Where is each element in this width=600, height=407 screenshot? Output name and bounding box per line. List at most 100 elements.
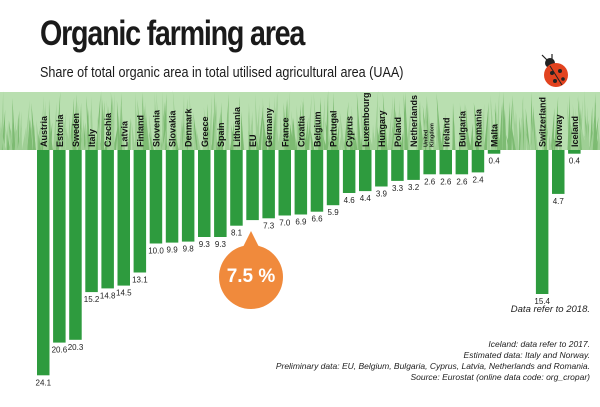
- grass-blade: [360, 105, 366, 150]
- grass-blade: [440, 113, 446, 150]
- grass-blade: [97, 116, 102, 150]
- category-label-estonia: Estonia: [55, 113, 65, 147]
- grass-blade: [258, 105, 264, 150]
- note-data-year: Data refer to 2018.: [510, 304, 590, 315]
- bar-spain: [214, 150, 227, 237]
- category-label-switzerland: Switzerland: [538, 97, 548, 147]
- grass-blade: [512, 98, 518, 150]
- grass-blade: [286, 100, 289, 150]
- grass-blade: [296, 105, 300, 150]
- grass-blade: [143, 106, 147, 150]
- grass-blade: [196, 127, 201, 150]
- bar-switzerland: [535, 150, 549, 294]
- grass-blade: [217, 111, 221, 150]
- grass-blade: [330, 130, 334, 150]
- grass-blade: [52, 132, 58, 150]
- value-label-cyprus: 4.6: [344, 196, 356, 205]
- grass-blade: [371, 124, 375, 150]
- bar-czechia: [101, 150, 114, 289]
- grass-blade: [179, 112, 183, 150]
- grass-blade: [585, 106, 589, 150]
- grass-blade: [363, 93, 368, 150]
- grass-blade: [80, 128, 86, 150]
- grass-blade: [14, 113, 19, 150]
- grass-blade: [483, 102, 489, 150]
- value-label-netherlands: 3.2: [408, 183, 420, 192]
- grass-blade: [36, 119, 40, 150]
- grass-blade: [29, 119, 33, 150]
- category-label-eu: EU: [248, 134, 258, 147]
- grass-blade: [425, 115, 430, 150]
- grass-blade: [377, 125, 382, 150]
- category-label-united-kingdom-1: Kingdom: [430, 123, 436, 147]
- grass-blade: [213, 100, 217, 150]
- bar-luxembourg: [359, 150, 372, 192]
- note-estimated: Estimated data: Italy and Norway.: [463, 350, 590, 360]
- grass-blade: [391, 109, 396, 150]
- category-label-slovakia: Slovakia: [168, 109, 178, 147]
- grass-blade: [110, 106, 114, 150]
- grass-blade: [208, 95, 212, 150]
- grass-blade: [240, 111, 244, 150]
- grass-blade: [272, 110, 277, 150]
- grass-blade: [554, 133, 558, 150]
- category-label-ireland: Ireland: [441, 117, 451, 147]
- grass-blade: [382, 92, 388, 150]
- category-label-latvia: Latvia: [119, 120, 129, 147]
- grass-blade: [466, 124, 472, 150]
- grass-blade: [346, 130, 350, 150]
- grass-blade: [154, 103, 160, 150]
- grass-blade: [254, 132, 260, 150]
- grass-blade: [350, 134, 354, 150]
- grass-blade: [202, 131, 206, 150]
- grass-blade: [318, 101, 322, 150]
- grass-blade: [89, 134, 93, 150]
- grass-blade: [146, 116, 150, 150]
- grass-blade: [431, 121, 437, 150]
- grass-blade: [250, 120, 256, 150]
- value-label-france: 7.0: [279, 218, 291, 227]
- value-label-croatia: 6.9: [295, 218, 307, 227]
- bar-italy: [85, 150, 98, 293]
- bar-iceland: [568, 150, 581, 154]
- grass-blade: [220, 102, 224, 150]
- grass-blade: [183, 114, 187, 150]
- grass-blade: [306, 94, 312, 150]
- grass-blade: [544, 96, 548, 150]
- grass-blade: [567, 94, 571, 150]
- category-label-sweden: Sweden: [71, 113, 81, 147]
- grass-blade: [116, 100, 121, 150]
- grass-blade: [61, 111, 67, 150]
- grass-blade: [480, 119, 485, 150]
- grass-blade: [508, 95, 513, 150]
- bar-united-kingdom: [423, 150, 436, 175]
- category-label-greece: Greece: [200, 116, 210, 147]
- grass-blade: [445, 128, 449, 150]
- grass-blade: [293, 118, 296, 150]
- grass-blade: [548, 134, 552, 150]
- grass-blade: [281, 111, 285, 150]
- grass-blade: [262, 132, 268, 150]
- category-label-austria: Austria: [39, 115, 49, 147]
- grass-blade: [113, 123, 119, 150]
- grass-blade: [262, 110, 268, 150]
- category-label-luxembourg: Luxembourg: [361, 92, 371, 147]
- chart-notes: Data refer to 2018. Iceland: data refer …: [260, 304, 590, 383]
- value-label-denmark: 9.8: [183, 245, 195, 254]
- grass-blade: [436, 131, 441, 150]
- grass-blade: [558, 135, 562, 150]
- value-label-ireland: 2.6: [440, 177, 452, 186]
- bar-poland: [391, 150, 404, 181]
- grass-blade: [173, 126, 179, 150]
- grass-blade: [523, 113, 527, 150]
- value-label-bulgaria: 2.6: [456, 177, 468, 186]
- grass-blade: [525, 130, 530, 150]
- grass-blade: [255, 93, 260, 150]
- grass-blade: [343, 101, 349, 150]
- grass-blade: [470, 123, 473, 150]
- grass-blade: [43, 95, 48, 150]
- grass-blade: [367, 129, 374, 150]
- grass-blade: [463, 123, 468, 150]
- grass-blade: [95, 93, 101, 150]
